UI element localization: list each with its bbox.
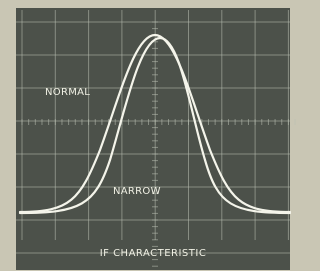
screen (16, 8, 290, 270)
oscilloscope-photo: NORMAL NARROW IF CHARACTERISTIC (0, 0, 300, 271)
page: NORMAL NARROW IF CHARACTERISTIC (() => {… (0, 0, 300, 271)
caption: IF CHARACTERISTIC (100, 248, 207, 259)
normal-label: NORMAL (45, 87, 90, 98)
narrow-label: NARROW (113, 186, 161, 197)
